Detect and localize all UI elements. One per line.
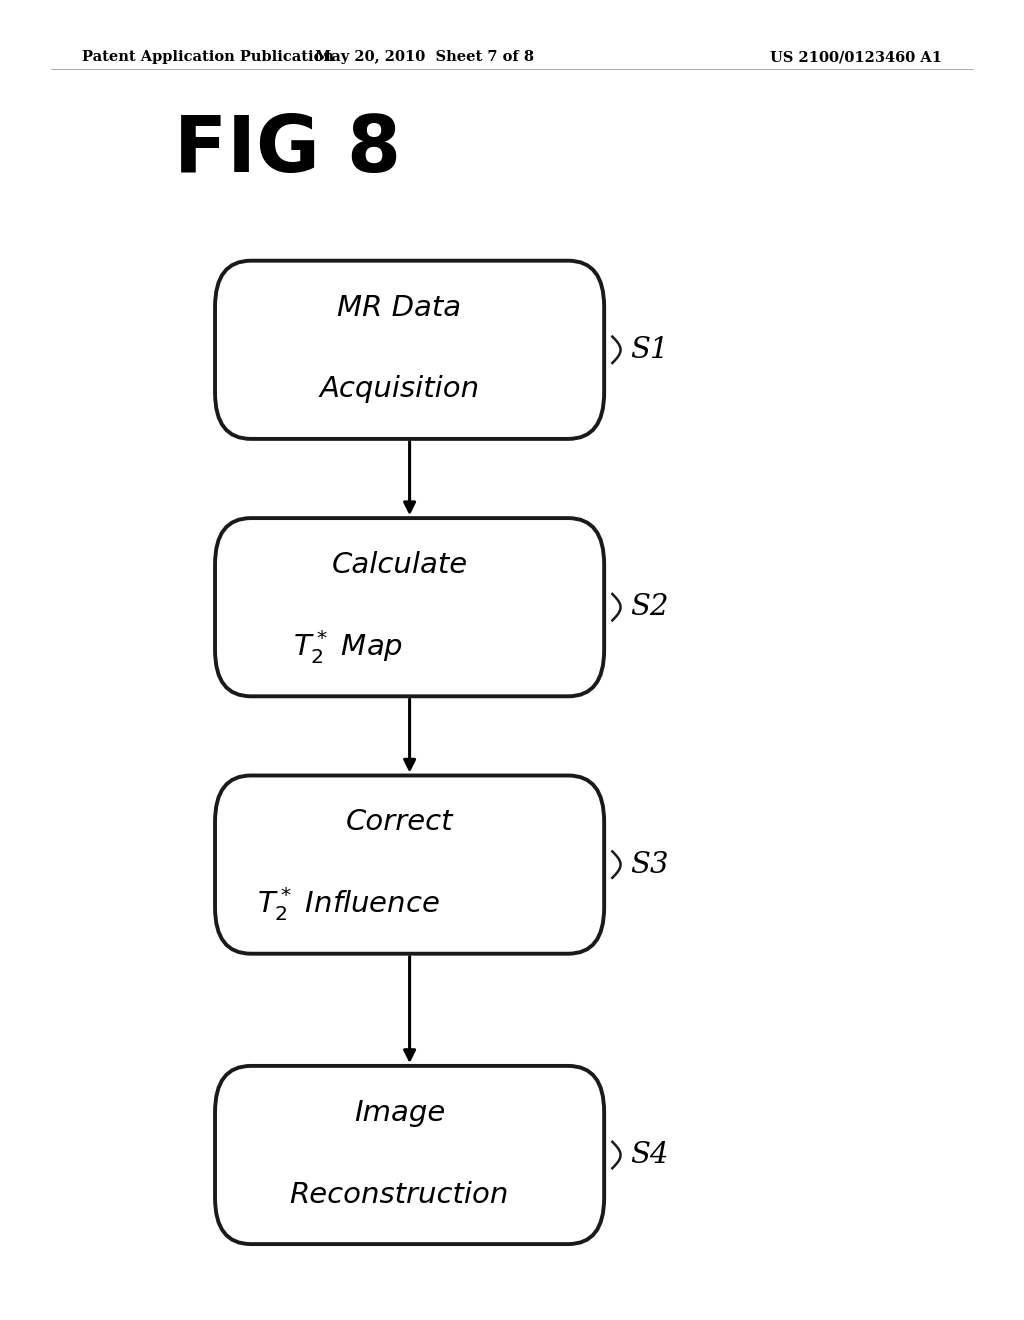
Text: US 2100/0123460 A1: US 2100/0123460 A1 xyxy=(770,50,942,65)
Text: Reconstruction: Reconstruction xyxy=(290,1180,509,1209)
Text: $T_2^*$ Map: $T_2^*$ Map xyxy=(293,628,403,665)
FancyBboxPatch shape xyxy=(215,261,604,438)
FancyBboxPatch shape xyxy=(215,1067,604,1243)
Text: S4: S4 xyxy=(630,1140,669,1170)
Text: FIG 8: FIG 8 xyxy=(174,112,401,189)
Text: Correct: Correct xyxy=(346,808,453,837)
Text: MR Data: MR Data xyxy=(337,293,462,322)
FancyBboxPatch shape xyxy=(215,517,604,697)
Text: S3: S3 xyxy=(630,850,669,879)
Text: Patent Application Publication: Patent Application Publication xyxy=(82,50,334,65)
Text: $T_2^*$ Influence: $T_2^*$ Influence xyxy=(257,886,439,923)
Text: Image: Image xyxy=(353,1098,445,1127)
Text: S2: S2 xyxy=(630,593,669,622)
Text: May 20, 2010  Sheet 7 of 8: May 20, 2010 Sheet 7 of 8 xyxy=(315,50,535,65)
FancyBboxPatch shape xyxy=(215,776,604,953)
Text: Acquisition: Acquisition xyxy=(319,375,479,404)
Text: S1: S1 xyxy=(630,335,669,364)
Text: Calculate: Calculate xyxy=(332,550,467,579)
